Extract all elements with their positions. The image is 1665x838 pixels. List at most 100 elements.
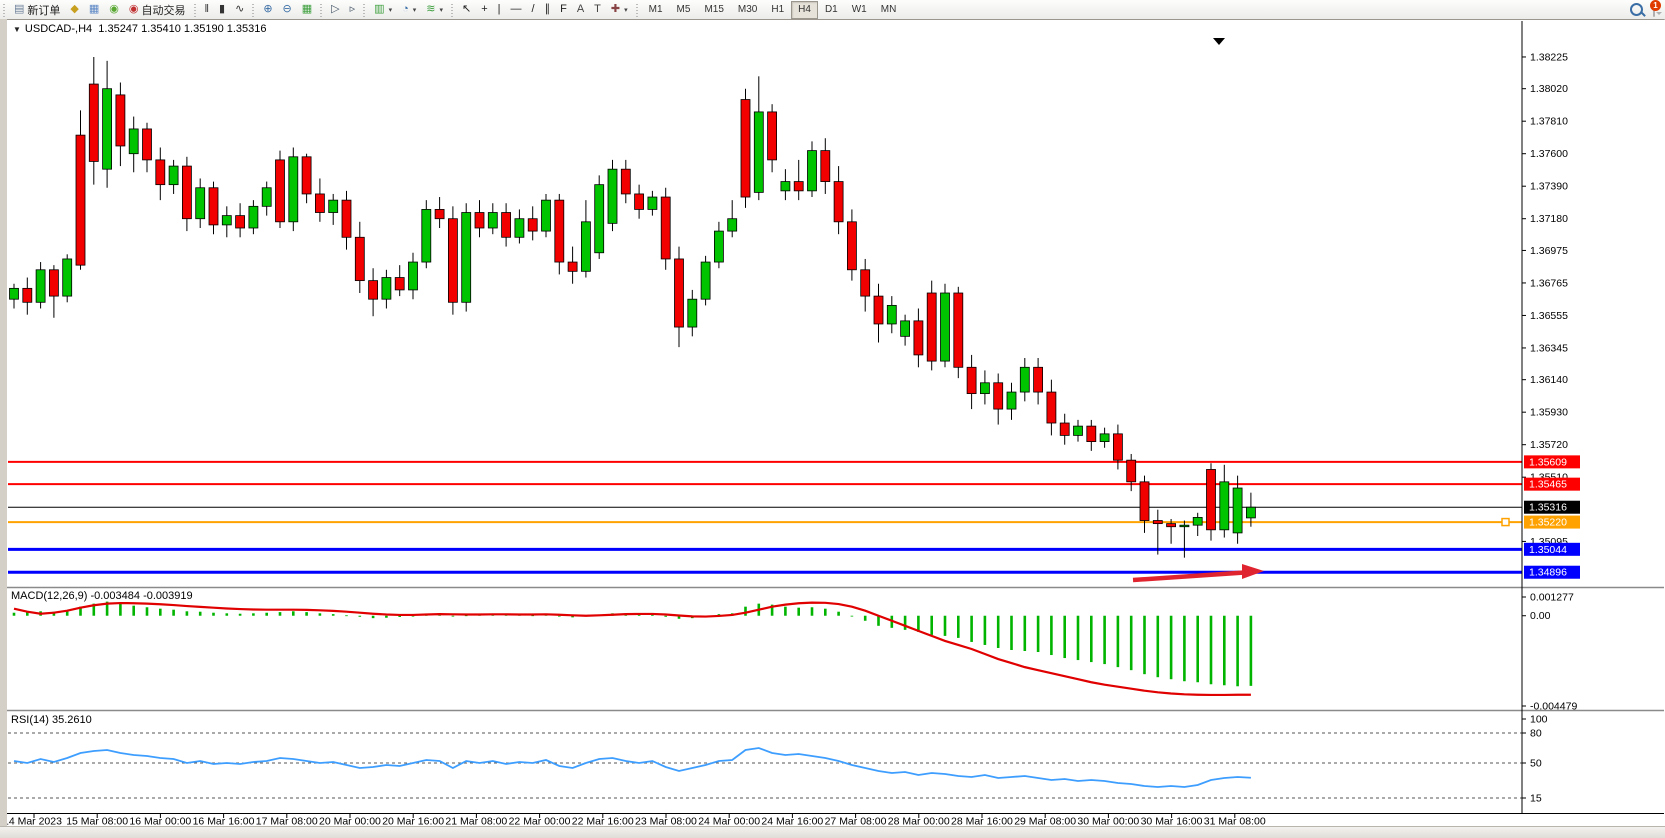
macd-histogram-bar	[531, 615, 534, 617]
new-order-button[interactable]: ▤ 新订单	[9, 0, 65, 19]
status-bar	[0, 826, 1665, 838]
text-button[interactable]: A	[572, 0, 589, 19]
text-label-button[interactable]: T	[589, 0, 606, 19]
cursor-button[interactable]: ↖	[457, 0, 476, 19]
new-chart-button[interactable]: ▥ ▾	[369, 0, 397, 19]
macd-histogram-bar	[1010, 615, 1013, 650]
macd-histogram-bar	[983, 615, 987, 645]
macd-histogram-bar	[305, 612, 308, 616]
timeframe-m5-button[interactable]: M5	[676, 4, 691, 15]
bear-candle	[1033, 366, 1043, 393]
autotrading-button[interactable]: ◉ 自动交易	[124, 0, 191, 19]
macd-histogram-bar	[744, 606, 747, 616]
period-icon: ◔	[402, 3, 409, 15]
chevron-down-icon[interactable]: ▾	[439, 6, 443, 14]
bear-candle	[88, 83, 99, 162]
bull-candle	[1246, 506, 1256, 519]
macd-histogram-bar	[957, 615, 960, 638]
chevron-down-icon[interactable]: ▾	[624, 6, 628, 14]
signals-button[interactable]: ◉	[104, 0, 124, 19]
timeframe-m1-button[interactable]: M1	[648, 4, 663, 15]
bear-candle	[368, 280, 379, 300]
bear-candle	[501, 212, 512, 238]
entry-line-marker[interactable]	[1501, 517, 1510, 527]
chart-canvas[interactable]: 1.38225 1.38020 1.37810 1.37600 1.37390 1.371…	[7, 20, 1664, 827]
rsi-axis-label: 50	[1530, 758, 1542, 770]
collapse-icon[interactable]: ▼	[13, 25, 21, 34]
timeframe-h1-button[interactable]: H1	[771, 4, 785, 15]
line-chart-button[interactable]: ∿	[230, 0, 249, 19]
bear-candle	[1152, 520, 1163, 525]
zoom-in-button[interactable]: ⊕	[258, 0, 277, 19]
bull-candle	[780, 181, 791, 192]
chart-window[interactable]: ▼ USDCAD-,H4 1.35247 1.35410 1.35190 1.35…	[7, 19, 1664, 827]
timeframe-d1-button[interactable]: D1	[824, 4, 838, 15]
macd-histogram-bar	[278, 612, 282, 616]
text-label-icon: T	[594, 3, 601, 15]
bar-chart-button[interactable]: ‖	[200, 0, 215, 19]
timeframe-w1-button[interactable]: W1	[851, 4, 867, 15]
bear-candle	[634, 193, 644, 210]
price-tick-label: 1.37390	[1530, 181, 1568, 193]
bull-candle	[1019, 366, 1030, 393]
time-tick-label: 15 Mar 08:00	[66, 816, 128, 828]
trendline-button[interactable]: /	[527, 0, 540, 19]
search-icon[interactable]	[1630, 3, 1643, 16]
candlestick-icon: ▮	[219, 3, 226, 15]
timeframe-h4-button[interactable]: H4	[791, 0, 818, 19]
open-window-button[interactable]: ▦	[84, 0, 104, 19]
macd-histogram-bar	[185, 611, 189, 616]
bear-candle	[847, 221, 857, 271]
macd-histogram-bar	[464, 615, 468, 617]
equidistant-channel-button[interactable]: ∥	[540, 0, 556, 19]
chart-shift-button[interactable]: ▹	[345, 0, 361, 19]
bull-candle	[700, 261, 711, 300]
bear-candle	[49, 269, 59, 297]
trend-arrow-shaft[interactable]	[1132, 569, 1253, 583]
bear-candle	[913, 320, 924, 356]
periods-button[interactable]: ◔ ▾	[397, 0, 421, 19]
chat-icon[interactable]: 1	[1650, 0, 1661, 17]
macd-histogram-bar	[1050, 615, 1053, 656]
candlestick-button[interactable]: ▮	[214, 0, 230, 19]
timeframe-mn-button[interactable]: MN	[880, 4, 897, 15]
chevron-down-icon[interactable]: ▾	[388, 6, 393, 14]
zoom-out-button[interactable]: ⊖	[278, 0, 297, 19]
arrows-button[interactable]: ✚ ▾	[606, 0, 633, 19]
chart-shift-marker[interactable]	[1213, 38, 1225, 45]
timeframe-m30-button[interactable]: M30	[737, 4, 758, 15]
new-order-icon: ▤	[14, 3, 25, 15]
rsi-line	[13, 747, 1251, 788]
indicators-button[interactable]: ≋ ▾	[421, 0, 448, 19]
resistance-2-price-box-label: 1.35465	[1529, 479, 1567, 491]
macd-histogram-bar	[1236, 615, 1239, 687]
bull-candle	[168, 165, 179, 186]
macd-histogram-bar	[238, 613, 242, 616]
fibonacci-button[interactable]: F	[555, 0, 572, 19]
macd-histogram-bar	[917, 615, 920, 632]
bear-candle	[873, 295, 884, 325]
notification-badge: 1	[1650, 0, 1661, 11]
chevron-down-icon[interactable]: ▾	[412, 6, 417, 14]
bear-candle	[674, 258, 684, 328]
rsi-axis-label: 15	[1530, 793, 1542, 805]
macd-histogram-bar	[970, 615, 973, 642]
bear-candle	[155, 159, 166, 186]
bear-candle	[567, 261, 578, 272]
timeframe-m15-button[interactable]: M15	[704, 4, 724, 15]
time-tick-label: 16 Mar 16:00	[193, 816, 255, 828]
fibonacci-icon: F	[560, 3, 567, 15]
tile-windows-button[interactable]: ▦	[297, 0, 317, 19]
trend-arrow-head[interactable]	[1242, 564, 1264, 579]
new-order-button-label: 新订单	[27, 4, 61, 17]
macd-histogram-bar	[1036, 615, 1040, 653]
crosshair-button[interactable]: +	[476, 0, 492, 19]
chart-profile-button[interactable]: ◆	[65, 0, 83, 19]
bear-candle	[1139, 481, 1150, 521]
macd-histogram-bar	[1129, 615, 1133, 671]
macd-histogram-bar	[837, 611, 840, 616]
horizontal-line-button[interactable]: —	[506, 0, 527, 19]
auto-scroll-button[interactable]: ▷	[326, 0, 344, 19]
vertical-line-button[interactable]: |	[493, 0, 506, 19]
